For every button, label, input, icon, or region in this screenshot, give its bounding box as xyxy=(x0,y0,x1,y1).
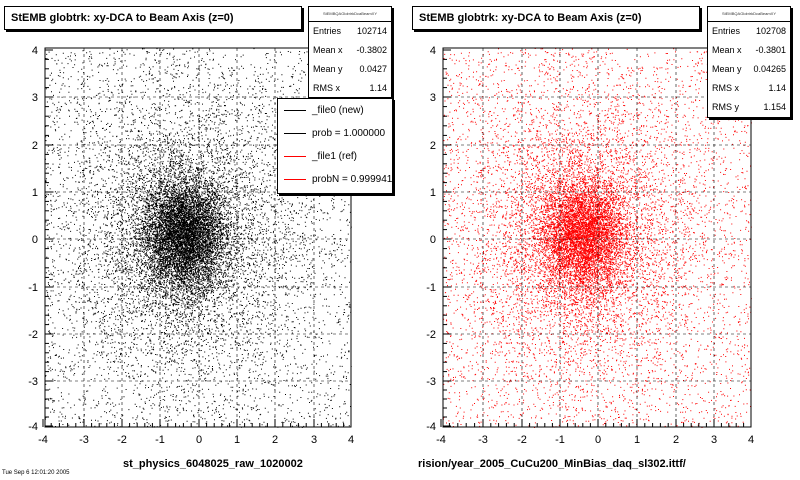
x-tick-label: 3 xyxy=(711,434,717,446)
y-tick-label: -4 xyxy=(28,421,38,433)
axis-ticks xyxy=(42,49,352,427)
x-tick-label: -4 xyxy=(38,434,48,446)
legend-swatch xyxy=(284,179,306,180)
y-tick-label: 3 xyxy=(430,92,436,104)
x-tick-label: -2 xyxy=(517,434,527,446)
x-tick-label: 0 xyxy=(196,434,202,446)
plot1-caption: st_physics_6048025_raw_1020002 xyxy=(123,458,303,470)
x-tick-label: 0 xyxy=(595,434,601,446)
x-tick-label: -1 xyxy=(555,434,565,446)
legend-swatch xyxy=(284,156,306,157)
x-tick-label: 4 xyxy=(748,434,754,446)
plot1-stats-box: StEMBQAGlobtrkDcaBeamXY Entries 102714 Me… xyxy=(308,6,392,98)
plot2-stats-row: Mean x -0.3801 xyxy=(712,45,786,55)
plot2-stats-header: StEMBQAGlobtrkDcaBeamXY xyxy=(708,7,790,22)
plot-frame xyxy=(44,47,352,428)
legend-entry-probN: probN = 0.999941 xyxy=(278,168,392,191)
plot1-title: StEMB globtrk: xy-DCA to Beam Axis (z=0) xyxy=(4,6,302,30)
y-tick-label: 2 xyxy=(32,140,38,152)
legend-entry-file0: _file0 (new) xyxy=(278,99,392,122)
x-tick-label: -3 xyxy=(478,434,488,446)
x-tick-label: 1 xyxy=(234,434,240,446)
y-tick-label: 0 xyxy=(32,234,38,246)
plot2-stats-row: RMS x 1.14 xyxy=(712,83,786,93)
y-tick-label: -1 xyxy=(426,282,436,294)
plot1-stats-row: Mean x -0.3802 xyxy=(313,45,387,55)
legend-swatch xyxy=(284,133,306,134)
plot-frame xyxy=(442,47,752,428)
scatter-points xyxy=(443,48,752,428)
y-tick-label: 4 xyxy=(430,45,436,57)
legend-entry-prob: prob = 1.000000 xyxy=(278,122,392,145)
legend-swatch xyxy=(284,110,306,111)
grid xyxy=(45,48,351,427)
x-tick-label: -1 xyxy=(155,434,165,446)
y-tick-label: 0 xyxy=(430,234,436,246)
x-tick-label: 2 xyxy=(673,434,679,446)
plot2-title: StEMB globtrk: xy-DCA to Beam Axis (z=0) xyxy=(412,6,700,30)
scatter-point-cloud xyxy=(443,48,752,428)
y-tick-label: -3 xyxy=(426,376,436,388)
plot2: -4 -3 -2 -1 0 1 2 3 4 4 3 2 1 0 -1 -2 -3 -4 xyxy=(426,45,754,446)
y-tick-label: 3 xyxy=(32,92,38,104)
y-tick-label: 1 xyxy=(32,187,38,199)
plot2-caption: rision/year_2005_CuCu200_MinBias_daq_sl3… xyxy=(418,458,686,470)
x-tick-label: -3 xyxy=(79,434,89,446)
y-tick-label: 2 xyxy=(430,140,436,152)
plot2-stats-row: Mean y 0.04265 xyxy=(712,64,786,74)
y-tick-label: -1 xyxy=(28,282,38,294)
y-tick-label: -2 xyxy=(426,329,436,341)
x-tick-label: -4 xyxy=(436,434,446,446)
plot1-legend: _file0 (new) prob = 1.000000 _file1 (ref… xyxy=(277,98,393,194)
x-tick-label: 3 xyxy=(311,434,317,446)
plot1-stats-row: RMS x 1.14 xyxy=(313,83,387,93)
plot2-stats-row: RMS y 1.154 xyxy=(712,102,786,112)
footer-timestamp: Tue Sep 6 12:01:20 2005 xyxy=(2,470,70,476)
axis-ticks xyxy=(440,49,752,427)
plot2-stats-row: Entries 102708 xyxy=(712,26,786,36)
y-tick-label: -3 xyxy=(28,376,38,388)
x-tick-label: 1 xyxy=(634,434,640,446)
x-tick-label: 2 xyxy=(272,434,278,446)
plot1-stats-row: Entries 102714 xyxy=(313,26,387,36)
x-tick-label: 4 xyxy=(348,434,354,446)
y-tick-label: -2 xyxy=(28,329,38,341)
y-tick-label: -4 xyxy=(426,421,436,433)
y-tick-label: 1 xyxy=(430,187,436,199)
plot1-stats-header: StEMBQAGlobtrkDcaBeamXY xyxy=(309,7,391,22)
legend-entry-file1: _file1 (ref) xyxy=(278,145,392,168)
plot1-stats-row: Mean y 0.0427 xyxy=(313,64,387,74)
x-tick-label: -2 xyxy=(117,434,127,446)
y-tick-label: 4 xyxy=(32,45,38,57)
plot2-stats-box: StEMBQAGlobtrkDcaBeamXY Entries 102708 Me… xyxy=(707,6,791,118)
